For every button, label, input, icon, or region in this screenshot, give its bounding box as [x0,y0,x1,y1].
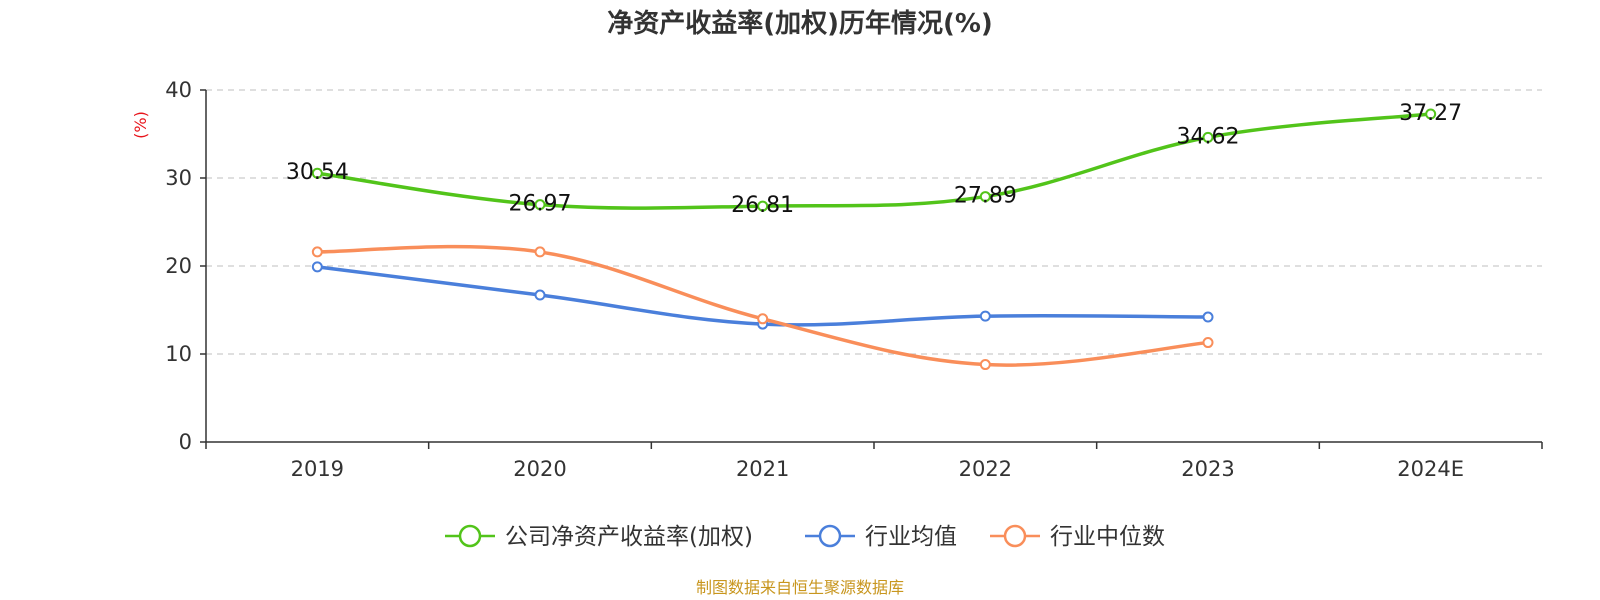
data-point-0-2019[interactable] [311,167,323,179]
legend-label-0: 公司净资产收益率(加权) [505,524,753,550]
x-tick-label-2022: 2022 [959,457,1012,481]
data-point-1-2022[interactable] [979,310,991,322]
data-point-0-2023[interactable] [1202,131,1214,143]
chart-title: 净资产收益率(加权)历年情况(%) [607,8,993,39]
y-axis-unit: (%) [131,111,150,139]
y-tick-label: 0 [179,430,192,454]
x-tick-label-2023: 2023 [1181,457,1234,481]
y-tick-label: 10 [165,342,192,366]
y-tick-label: 30 [165,166,192,190]
legend-label-2: 行业中位数 [1050,524,1165,550]
data-point-0-2020[interactable] [534,199,546,211]
series-lines [311,108,1437,371]
series-line-0 [317,112,1431,210]
data-point-2-2023[interactable] [1202,337,1214,349]
axes: 0 10 20 30 40 2019 2020 2021 2022 2023 2024E [165,78,1543,481]
y-tick-label: 20 [165,254,192,278]
legend-item-2[interactable]: 行业中位数 [990,524,1165,550]
data-point-1-2020[interactable] [534,289,546,301]
data-point-1-2019[interactable] [311,261,323,273]
data-label-2020: 26.97 [509,192,572,217]
x-tick-label-2024E: 2024E [1397,457,1464,481]
legend-label-1: 行业均值 [865,524,957,550]
data-point-0-2022[interactable] [979,191,991,203]
x-tick-label-2019: 2019 [291,457,344,481]
x-tick-label-2021: 2021 [736,457,789,481]
x-tick-label-2020: 2020 [513,457,566,481]
legend-marker-2 [1003,524,1027,548]
data-point-2-2021[interactable] [757,313,769,325]
series-line-2 [317,244,1209,367]
data-label-2024E: 37.27 [1399,101,1462,126]
data-label-2022: 27.89 [954,184,1017,209]
legend-item-1[interactable]: 行业均值 [805,524,957,550]
data-label-2023: 34.62 [1177,124,1240,149]
data-point-0-2021[interactable] [757,200,769,212]
data-point-2-2019[interactable] [311,246,323,258]
data-label-2021: 26.81 [731,193,794,218]
legend-marker-0 [458,524,482,548]
grid-lines [206,89,1542,355]
legend[interactable]: 公司净资产收益率(加权) 行业均值 行业中位数 [445,524,1165,550]
y-tick-label: 40 [165,78,192,102]
data-labels: 30.54 26.97 26.81 27.89 34.62 37.27 [286,101,1462,218]
data-point-2-2022[interactable] [979,359,991,371]
data-point-1-2023[interactable] [1202,311,1214,323]
source-note: 制图数据来自恒生聚源数据库 [696,578,904,597]
legend-item-0[interactable]: 公司净资产收益率(加权) [445,524,753,550]
data-label-2019: 30.54 [286,160,349,185]
legend-marker-1 [818,524,842,548]
data-point-0-2024E[interactable] [1425,108,1437,120]
data-point-2-2020[interactable] [534,246,546,258]
